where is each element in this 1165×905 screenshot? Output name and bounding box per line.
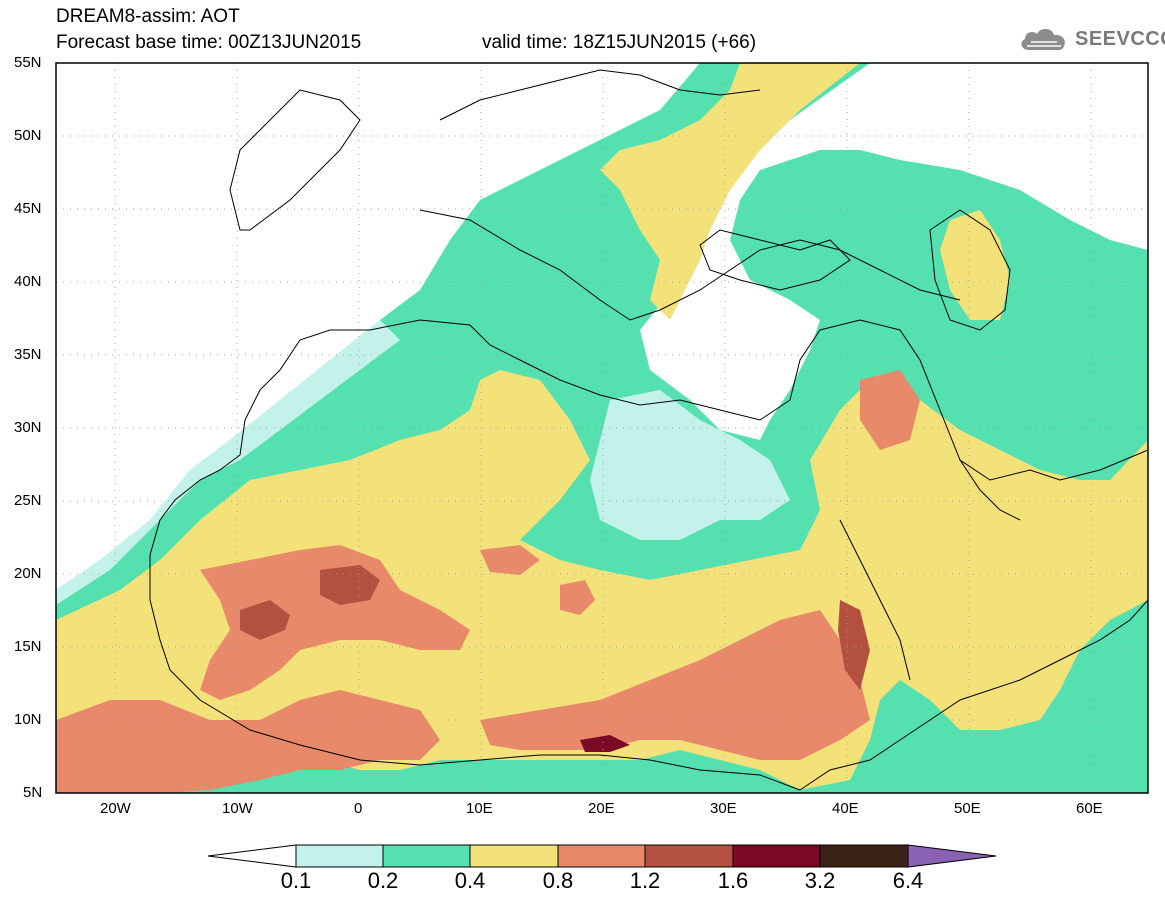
lat-label: 40N: [14, 273, 42, 290]
colorbar-swatch-1: [295, 844, 384, 868]
aot-band-08-12: [200, 545, 470, 700]
colorbar: [207, 844, 997, 868]
aot-band-16-32: [580, 735, 630, 752]
map-frame: [55, 62, 1149, 794]
aot-band-12-16-red-sea: [838, 600, 870, 690]
lon-label: 20W: [100, 800, 131, 817]
aot-band-08-12-sudan: [560, 580, 595, 615]
aot-band-01-02: [56, 320, 400, 605]
aot-band-04-08: [56, 370, 1148, 793]
aot-band-01-02-east: [590, 390, 790, 540]
colorbar-label: 0.8: [542, 868, 574, 893]
lon-label: 0: [354, 800, 363, 817]
colorbar-label: 1.6: [717, 868, 749, 893]
lat-label: 30N: [14, 419, 42, 436]
aot-band-12-16: [320, 565, 380, 605]
aot-band-08-12-chad: [480, 545, 540, 575]
colorbar-label: 1.2: [629, 868, 661, 893]
aot-band-low-russia: [640, 63, 1148, 440]
aot-band-04-08-europe: [600, 63, 860, 320]
colorbar-label: 0.4: [454, 868, 486, 893]
lat-label: 15N: [14, 638, 42, 655]
aot-band-08-12-arabia: [860, 370, 920, 450]
colorbar-swatch-3: [469, 844, 559, 868]
lon-label: 10W: [222, 800, 253, 817]
colorbar-swatch-5: [644, 844, 734, 868]
colorbar-label: 6.4: [892, 868, 924, 893]
aot-band-12-16-mali: [240, 600, 290, 640]
lat-label: 5N: [23, 784, 43, 801]
colorbar-label: 0.2: [367, 868, 399, 893]
colorbar-swatch-2: [382, 844, 471, 868]
colorbar-swatch-7: [819, 844, 909, 868]
lon-label: 30E: [710, 800, 737, 817]
lon-label: 60E: [1076, 800, 1103, 817]
lon-label: 20E: [588, 800, 615, 817]
aot-band-low-europe: [56, 63, 700, 590]
lat-label: 10N: [14, 711, 42, 728]
cloud-icon: [1021, 28, 1065, 50]
lat-label: 35N: [14, 346, 42, 363]
aot-field: [56, 63, 1148, 793]
graticule: [56, 63, 1148, 793]
lon-label: 40E: [832, 800, 859, 817]
lon-label: 50E: [954, 800, 981, 817]
aot-band-08-12-central: [480, 610, 870, 760]
colorbar-swatch-6: [732, 844, 821, 868]
coastlines: [149, 69, 1148, 791]
lat-label: 25N: [14, 492, 42, 509]
lat-label: 55N: [14, 54, 42, 71]
aot-band-04-08-caspian: [940, 210, 1010, 320]
colorbar-label: 3.2: [804, 868, 836, 893]
map-title: DREAM8-assim: AOT: [56, 6, 240, 27]
seevccc-logo: SEEVCCC: [1017, 22, 1165, 56]
lat-label: 50N: [14, 127, 42, 144]
forecast-base-time: Forecast base time: 00Z13JUN2015: [56, 32, 362, 53]
valid-time: valid time: 18Z15JUN2015 (+66): [482, 32, 757, 53]
lat-label: 20N: [14, 565, 42, 582]
colorbar-label: 0.1: [280, 868, 312, 893]
lon-label: 10E: [466, 800, 493, 817]
colorbar-swatch-4: [557, 844, 646, 868]
aot-band-08-12-sahel: [56, 690, 440, 793]
colorbar-left-arrow: [207, 844, 297, 868]
lat-label: 45N: [14, 200, 42, 217]
colorbar-right-arrow: [907, 844, 997, 868]
logo-text: SEEVCCC: [1075, 27, 1165, 50]
